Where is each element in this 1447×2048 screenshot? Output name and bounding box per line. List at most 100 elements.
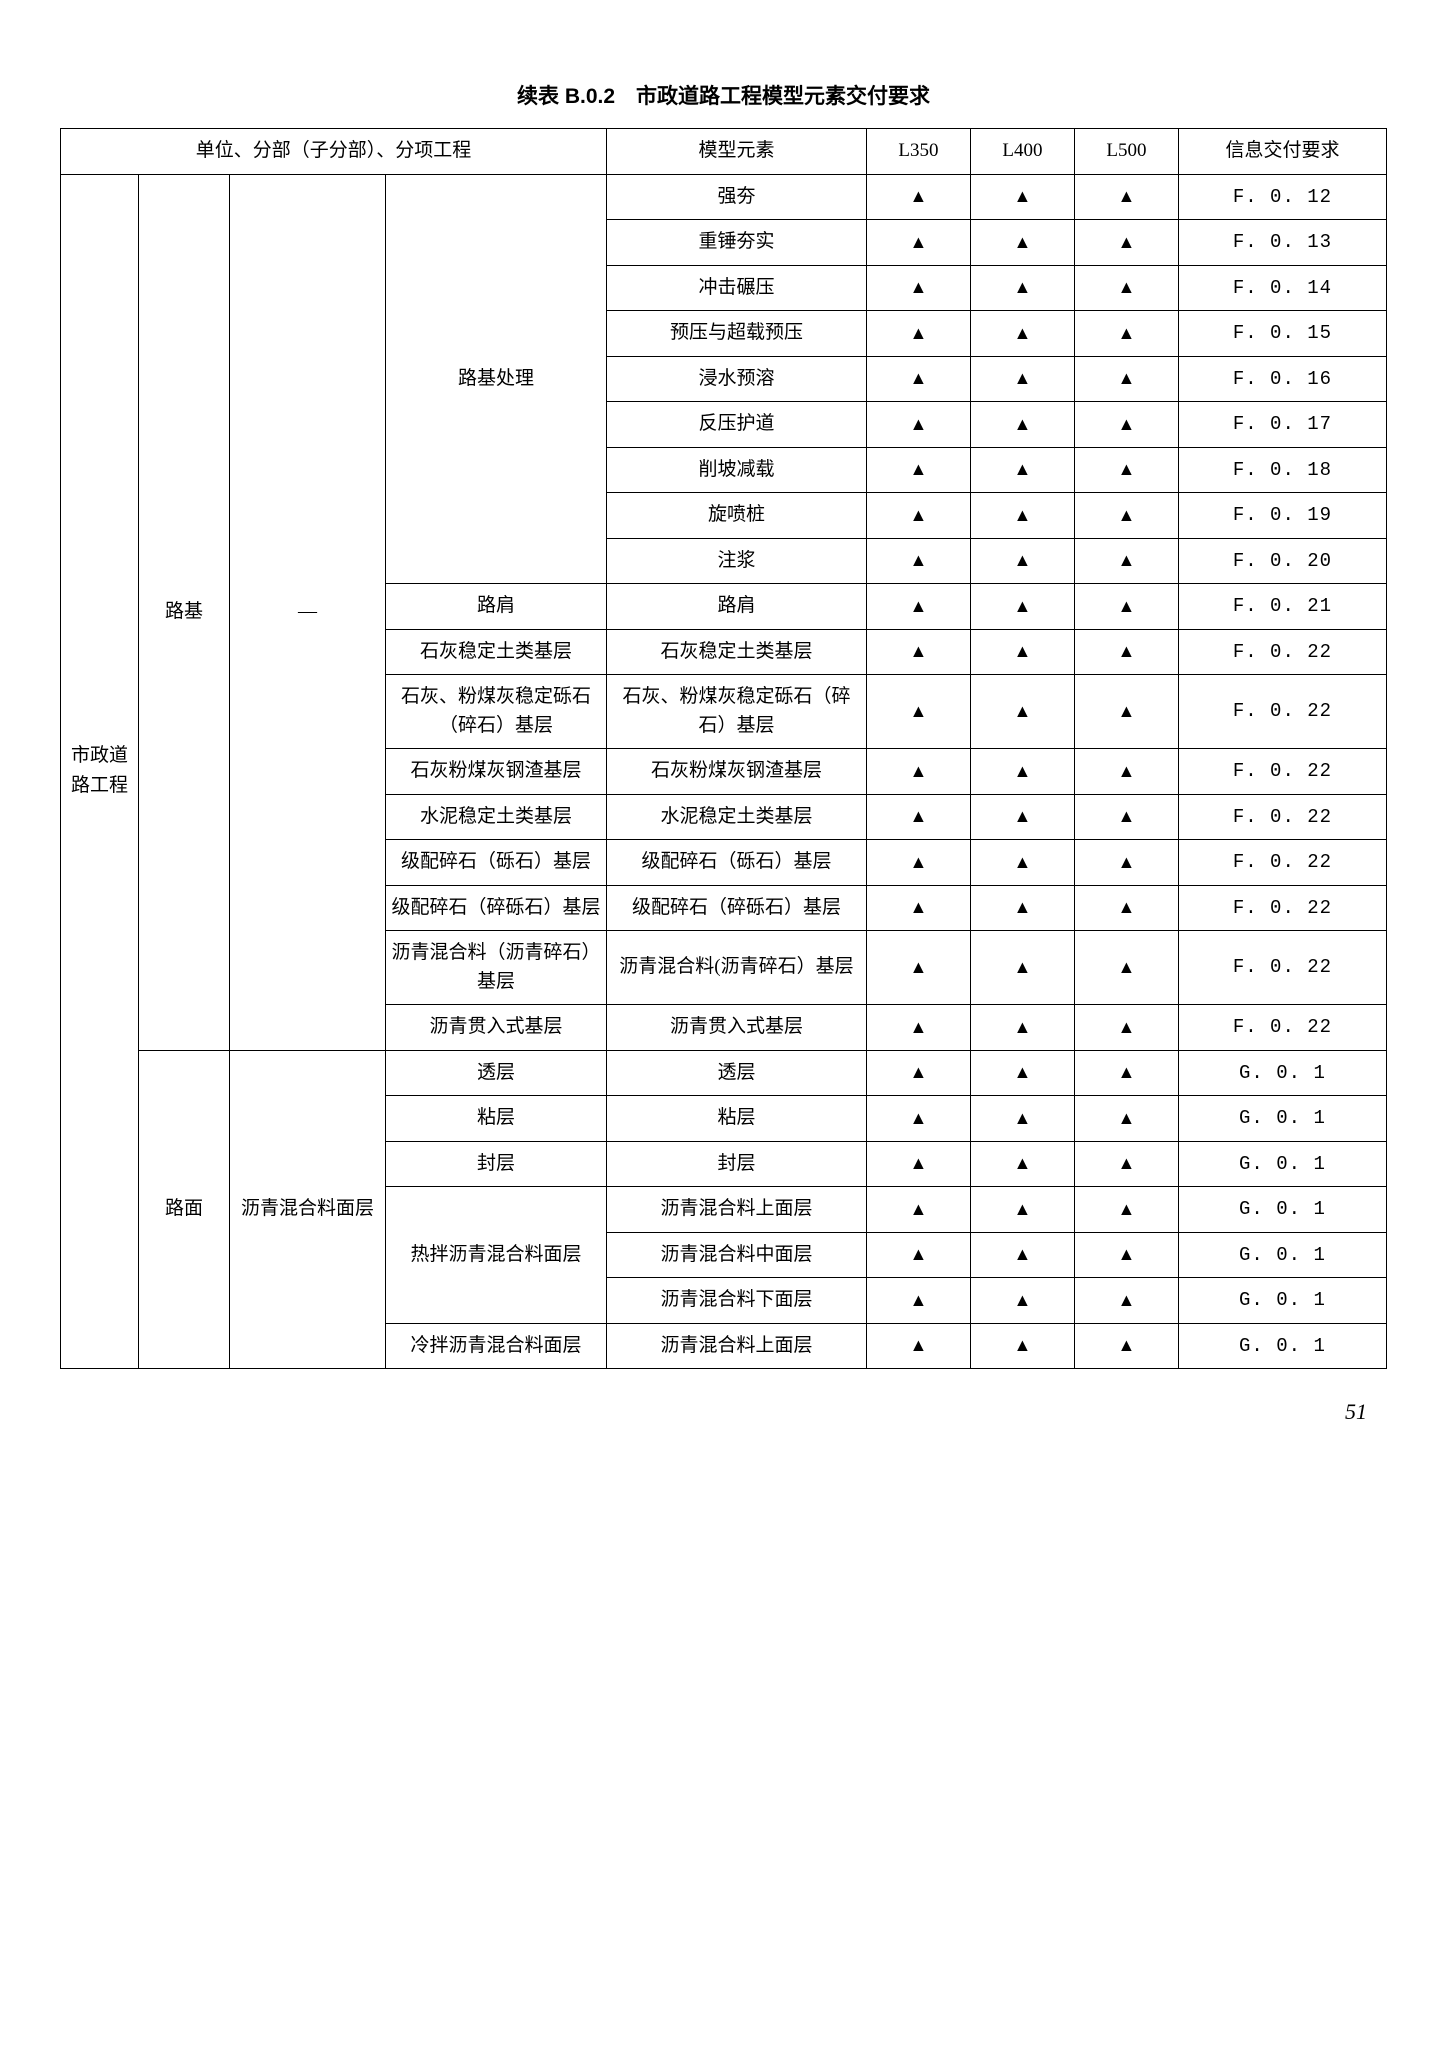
col-subsection-dash: — (229, 174, 385, 1050)
col-item: 级配碎石（砾石）基层 (385, 840, 606, 886)
col-item: 封层 (385, 1141, 606, 1187)
cell-l350: ▲ (866, 447, 970, 493)
table-row: 市政道路工程 路基 — 路基处理 强夯 ▲ ▲ ▲ F. 0. 12 (61, 174, 1387, 220)
cell-l350: ▲ (866, 174, 970, 220)
cell-req: G. 0. 1 (1178, 1278, 1386, 1324)
cell-elem: 级配碎石（砾石）基层 (606, 840, 866, 886)
cell-l350: ▲ (866, 1005, 970, 1051)
cell-req: F. 0. 14 (1178, 265, 1386, 311)
cell-l350: ▲ (866, 1050, 970, 1096)
cell-l500: ▲ (1074, 1050, 1178, 1096)
cell-l400: ▲ (970, 402, 1074, 448)
delivery-table: 单位、分部（子分部）、分项工程 模型元素 L350 L400 L500 信息交付… (60, 128, 1387, 1369)
cell-l400: ▲ (970, 629, 1074, 675)
cell-elem: 透层 (606, 1050, 866, 1096)
cell-l400: ▲ (970, 931, 1074, 1005)
cell-elem: 级配碎石（碎砾石）基层 (606, 885, 866, 931)
cell-req: F. 0. 19 (1178, 493, 1386, 539)
col-item: 石灰、粉煤灰稳定砾石（碎石）基层 (385, 675, 606, 749)
cell-l400: ▲ (970, 538, 1074, 584)
cell-req: F. 0. 20 (1178, 538, 1386, 584)
col-item: 路肩 (385, 584, 606, 630)
cell-l500: ▲ (1074, 629, 1178, 675)
cell-l400: ▲ (970, 1232, 1074, 1278)
col-item-coldmix: 冷拌沥青混合料面层 (385, 1323, 606, 1369)
cell-l400: ▲ (970, 311, 1074, 357)
cell-l350: ▲ (866, 1323, 970, 1369)
header-unit: 单位、分部（子分部）、分项工程 (61, 129, 607, 175)
cell-l400: ▲ (970, 220, 1074, 266)
cell-l500: ▲ (1074, 493, 1178, 539)
cell-l500: ▲ (1074, 840, 1178, 886)
cell-l500: ▲ (1074, 1005, 1178, 1051)
cell-l400: ▲ (970, 1096, 1074, 1142)
cell-req: F. 0. 22 (1178, 675, 1386, 749)
cell-req: G. 0. 1 (1178, 1050, 1386, 1096)
cell-elem: 沥青混合料中面层 (606, 1232, 866, 1278)
cell-l350: ▲ (866, 885, 970, 931)
cell-req: F. 0. 13 (1178, 220, 1386, 266)
col-section-roadbase: 路基 (138, 174, 229, 1050)
cell-elem: 封层 (606, 1141, 866, 1187)
cell-l350: ▲ (866, 220, 970, 266)
cell-l350: ▲ (866, 840, 970, 886)
cell-l350: ▲ (866, 311, 970, 357)
cell-elem: 石灰稳定土类基层 (606, 629, 866, 675)
header-l400: L400 (970, 129, 1074, 175)
col-item: 粘层 (385, 1096, 606, 1142)
cell-req: F. 0. 22 (1178, 629, 1386, 675)
col-item-roadbase-treat: 路基处理 (385, 174, 606, 584)
cell-req: G. 0. 1 (1178, 1187, 1386, 1233)
cell-l350: ▲ (866, 794, 970, 840)
cell-elem: 预压与超载预压 (606, 311, 866, 357)
cell-l400: ▲ (970, 1323, 1074, 1369)
cell-l350: ▲ (866, 675, 970, 749)
cell-l400: ▲ (970, 1050, 1074, 1096)
col-subsection-asphalt: 沥青混合料面层 (229, 1050, 385, 1369)
cell-l400: ▲ (970, 356, 1074, 402)
cell-l350: ▲ (866, 629, 970, 675)
cell-elem: 反压护道 (606, 402, 866, 448)
col-unit: 市政道路工程 (61, 174, 139, 1369)
cell-l500: ▲ (1074, 1278, 1178, 1324)
cell-l350: ▲ (866, 584, 970, 630)
cell-elem: 冲击碾压 (606, 265, 866, 311)
cell-l350: ▲ (866, 1232, 970, 1278)
cell-l400: ▲ (970, 1005, 1074, 1051)
cell-l500: ▲ (1074, 538, 1178, 584)
cell-l500: ▲ (1074, 447, 1178, 493)
cell-l400: ▲ (970, 447, 1074, 493)
header-req: 信息交付要求 (1178, 129, 1386, 175)
cell-req: F. 0. 22 (1178, 1005, 1386, 1051)
cell-elem: 沥青混合料下面层 (606, 1278, 866, 1324)
cell-elem: 石灰、粉煤灰稳定砾石（碎石）基层 (606, 675, 866, 749)
cell-elem: 旋喷桩 (606, 493, 866, 539)
cell-elem: 沥青混合料上面层 (606, 1323, 866, 1369)
col-item: 透层 (385, 1050, 606, 1096)
cell-l400: ▲ (970, 1141, 1074, 1187)
cell-elem: 强夯 (606, 174, 866, 220)
header-element: 模型元素 (606, 129, 866, 175)
cell-l350: ▲ (866, 749, 970, 795)
cell-elem: 水泥稳定土类基层 (606, 794, 866, 840)
cell-l500: ▲ (1074, 931, 1178, 1005)
cell-elem: 浸水预溶 (606, 356, 866, 402)
cell-elem: 沥青混合料上面层 (606, 1187, 866, 1233)
cell-req: F. 0. 22 (1178, 749, 1386, 795)
cell-elem: 路肩 (606, 584, 866, 630)
col-item: 沥青贯入式基层 (385, 1005, 606, 1051)
col-section-pavement: 路面 (138, 1050, 229, 1369)
cell-l400: ▲ (970, 1278, 1074, 1324)
cell-l500: ▲ (1074, 794, 1178, 840)
cell-l500: ▲ (1074, 584, 1178, 630)
cell-l400: ▲ (970, 584, 1074, 630)
cell-l400: ▲ (970, 265, 1074, 311)
cell-l500: ▲ (1074, 1096, 1178, 1142)
col-item: 水泥稳定土类基层 (385, 794, 606, 840)
col-item: 石灰稳定土类基层 (385, 629, 606, 675)
col-item: 沥青混合料（沥青碎石）基层 (385, 931, 606, 1005)
cell-req: G. 0. 1 (1178, 1323, 1386, 1369)
cell-req: F. 0. 21 (1178, 584, 1386, 630)
cell-l500: ▲ (1074, 885, 1178, 931)
cell-l500: ▲ (1074, 402, 1178, 448)
